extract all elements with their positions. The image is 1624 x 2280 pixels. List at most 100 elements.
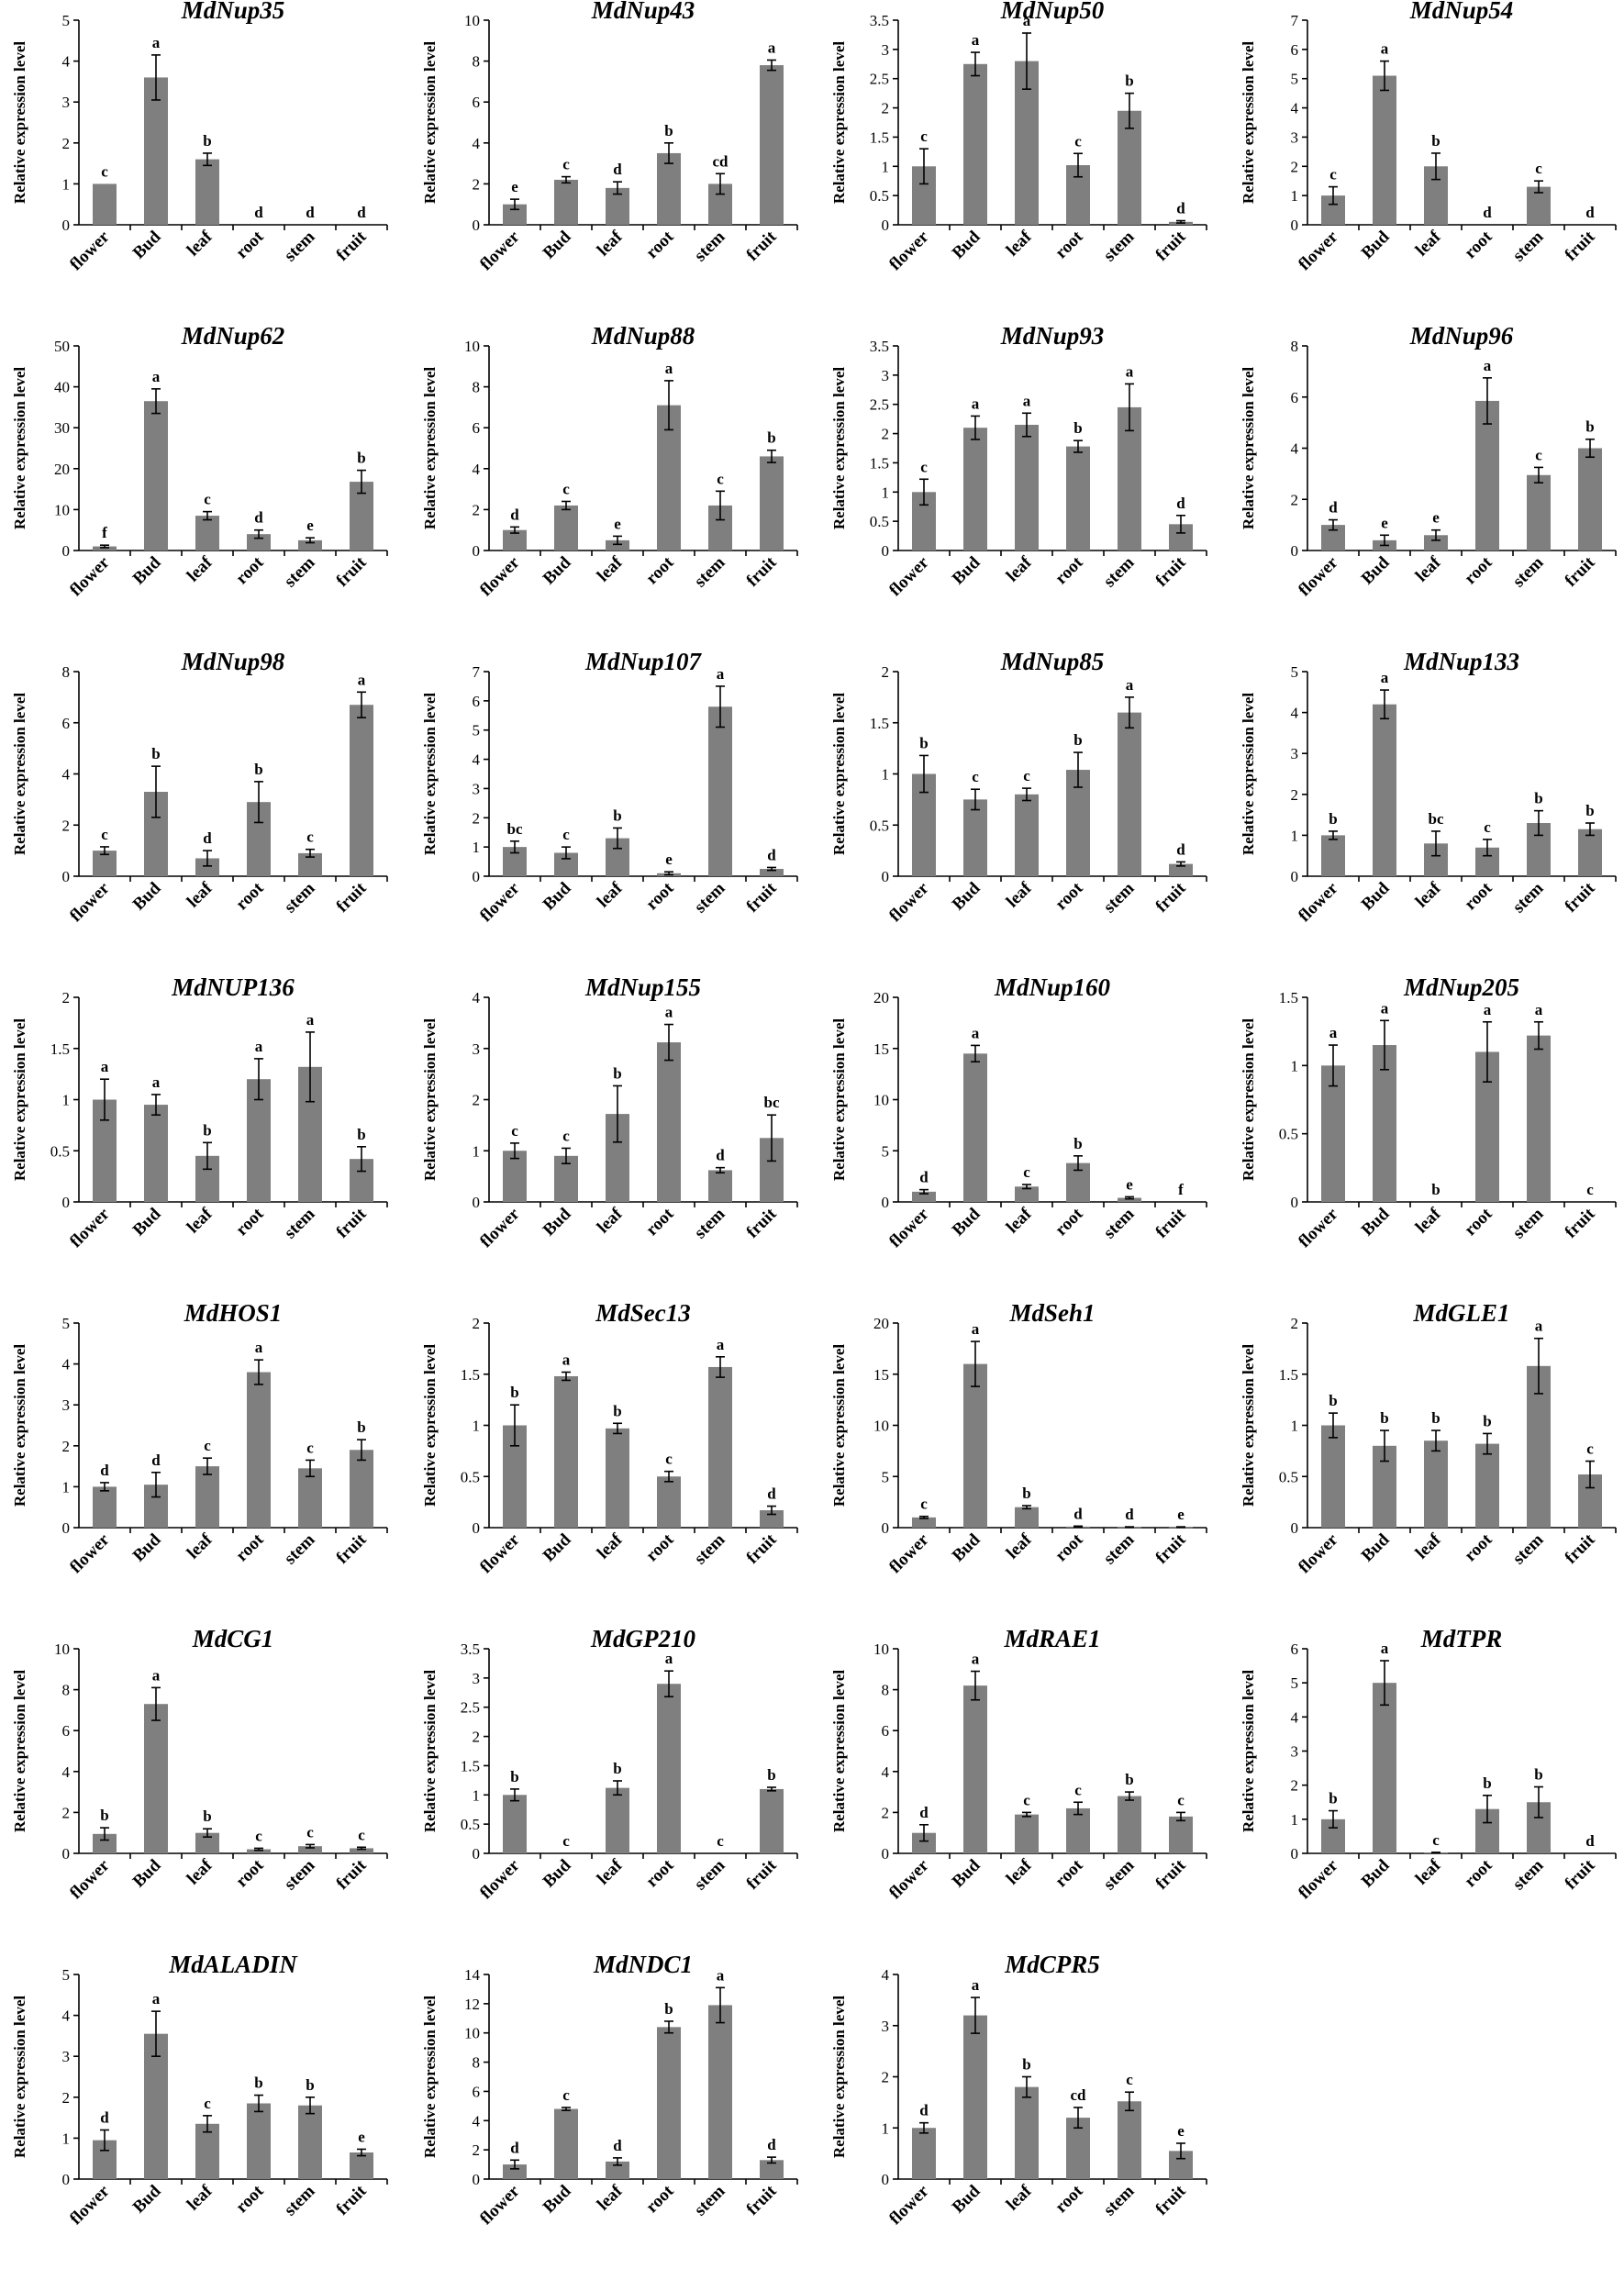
significance-letter: c — [562, 480, 570, 497]
bar-bud — [963, 1363, 987, 1528]
category-label: root — [642, 878, 678, 914]
significance-letter: a — [1381, 1640, 1389, 1657]
chart-title: MdCG1 — [192, 1629, 274, 1652]
y-tick-label: 4 — [473, 751, 481, 769]
bar-root — [247, 1849, 271, 1853]
category-label: leaf — [594, 1855, 627, 1888]
category-label: root — [1461, 1204, 1496, 1240]
category-label: stem — [281, 2182, 319, 2220]
category-label: stem — [1100, 1205, 1139, 1243]
y-tick-label: 6 — [473, 2083, 481, 2100]
significance-letter: b — [1329, 810, 1337, 828]
category-label: Bud — [1358, 552, 1394, 588]
bar-leaf — [1015, 425, 1039, 551]
y-tick-label: 0 — [62, 1845, 71, 1863]
bar-root — [657, 2027, 681, 2179]
category-label: leaf — [1003, 227, 1036, 260]
category-label: leaf — [1412, 1855, 1445, 1888]
category-label: root — [232, 878, 268, 914]
chart-mdnup35: MdNup35 Relative expression level 0 1 2 3 4 5 c f… — [11, 0, 388, 274]
significance-letter: d — [767, 1485, 776, 1503]
category-label: Bud — [1358, 878, 1394, 914]
category-label: leaf — [1412, 552, 1445, 585]
y-tick-label: 10 — [873, 1640, 889, 1658]
significance-letter: b — [1022, 1485, 1030, 1502]
category-label: root — [1051, 2181, 1087, 2217]
bar-bud — [963, 428, 987, 551]
y-tick-label: 0 — [62, 1519, 71, 1537]
chart-title: MdNDC1 — [593, 1954, 693, 1978]
y-tick-label: 0 — [1291, 1194, 1299, 1211]
chart-mdnup54: MdNup54 Relative expression level 0 1 2 3 4 5 6 7… — [1240, 0, 1617, 274]
category-label: fruit — [333, 878, 371, 916]
bar-bud — [963, 1685, 987, 1853]
y-tick-label: 2 — [62, 1438, 71, 1455]
chart-title: MdNup50 — [1000, 0, 1105, 24]
category-label: leaf — [1412, 878, 1445, 911]
category-label: fruit — [743, 878, 781, 916]
y-tick-label: 2 — [473, 1315, 481, 1332]
bar-flower — [1321, 835, 1345, 876]
significance-letter: b — [664, 122, 673, 139]
significance-letter: c — [1023, 767, 1030, 784]
bar-bud — [963, 1053, 987, 1202]
y-axis-label: Relative expression level — [1240, 1018, 1257, 1181]
chart-title: MdGLE1 — [1412, 1303, 1509, 1327]
chart-title: MdNup155 — [584, 977, 701, 1001]
y-axis-label: Relative expression level — [11, 693, 28, 855]
y-tick-label: 2 — [62, 2089, 71, 2107]
bar-stem — [708, 2005, 732, 2179]
significance-letter: c — [358, 1826, 365, 1843]
significance-letter: d — [510, 2139, 519, 2156]
y-tick-label: 10 — [873, 1092, 889, 1109]
category-label: flower — [66, 2181, 114, 2229]
bar-root — [657, 152, 681, 225]
y-tick-label: 1 — [473, 1142, 481, 1160]
category-label: leaf — [594, 2181, 627, 2214]
y-tick-label: 1 — [1291, 1418, 1299, 1435]
category-label: flower — [1295, 878, 1342, 926]
significance-letter: b — [254, 761, 262, 778]
y-axis-label: Relative expression level — [830, 1344, 848, 1507]
y-tick-label: 50 — [54, 338, 70, 355]
y-tick-label: 20 — [873, 989, 889, 1007]
category-label: flower — [476, 878, 524, 926]
significance-letter: cd — [713, 152, 729, 170]
category-label: flower — [1295, 1204, 1342, 1251]
significance-letter: a — [1484, 357, 1492, 374]
category-label: flower — [885, 227, 933, 274]
bar-leaf — [195, 1832, 219, 1853]
y-tick-label: 6 — [62, 715, 71, 732]
chart-title: MdNup93 — [1000, 326, 1105, 350]
significance-letter: d — [1176, 840, 1185, 858]
category-label: leaf — [184, 1204, 217, 1237]
y-tick-label: 3 — [882, 41, 890, 59]
bar-bud — [963, 799, 987, 876]
y-tick-label: 1.5 — [870, 128, 889, 146]
significance-letter: e — [614, 515, 621, 532]
bar-fruit — [1578, 829, 1602, 876]
significance-letter: e — [511, 178, 518, 195]
category-label: stem — [691, 1205, 729, 1243]
bar-bud — [963, 63, 987, 226]
y-axis-label: Relative expression level — [1240, 1344, 1257, 1507]
y-tick-label: 5 — [62, 12, 71, 29]
y-tick-label: 3 — [473, 1670, 481, 1687]
y-tick-label: 4 — [473, 135, 481, 152]
y-axis-label: Relative expression level — [421, 367, 439, 529]
bar-fruit — [350, 1848, 373, 1853]
y-tick-label: 3 — [62, 94, 71, 111]
category-label: Bud — [129, 1204, 165, 1240]
y-tick-label: 1 — [1291, 1057, 1299, 1074]
y-tick-label: 1 — [62, 1092, 71, 1109]
y-tick-label: 12 — [464, 1996, 480, 2013]
category-label: root — [642, 2181, 678, 2217]
significance-letter: a — [152, 1990, 161, 2008]
category-label: leaf — [594, 1529, 627, 1563]
bar-leaf — [1015, 1186, 1039, 1202]
significance-letter: a — [1484, 1001, 1492, 1018]
category-label: Bud — [1358, 1204, 1394, 1240]
y-tick-label: 1.5 — [461, 1366, 480, 1384]
bar-flower — [503, 2164, 527, 2179]
bar-flower — [912, 1832, 936, 1853]
